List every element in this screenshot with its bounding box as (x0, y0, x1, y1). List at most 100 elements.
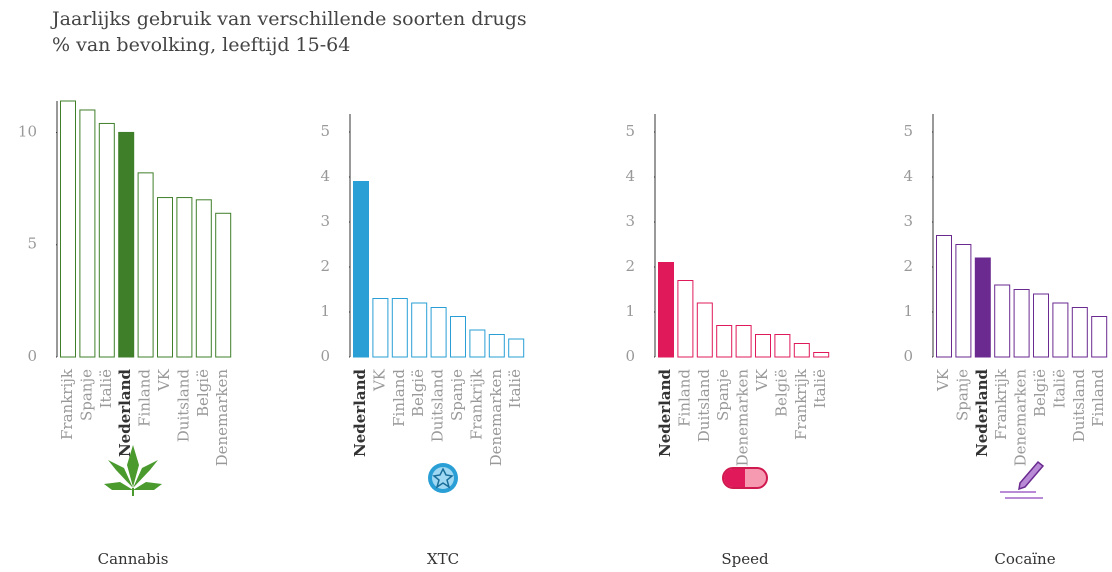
bar (391, 298, 408, 358)
x-tick-label: Denemarken (734, 369, 752, 467)
bar (215, 212, 232, 358)
x-tick-label: VK (934, 368, 952, 392)
bar (469, 329, 486, 358)
y-tick-label: 4 (320, 167, 330, 185)
y-tick-label: 0 (625, 347, 635, 365)
bar (716, 325, 733, 358)
bar (137, 172, 154, 358)
bar (1013, 289, 1030, 358)
y-tick-label: 0 (27, 347, 37, 365)
y-tick-label: 5 (625, 122, 635, 140)
x-tick-label: België (772, 369, 790, 417)
y-tick-label: 5 (27, 235, 37, 253)
bar (1071, 307, 1088, 358)
bar (774, 334, 791, 358)
bar (1091, 316, 1108, 358)
x-tick-label: Denemarken (1012, 369, 1030, 467)
bar (372, 298, 389, 358)
x-tick-label: België (409, 369, 427, 417)
bar (755, 334, 771, 358)
y-tick-label: 2 (903, 257, 913, 275)
x-tick-label: Frankrijk (58, 368, 76, 440)
x-tick-label: België (1031, 369, 1049, 417)
x-tick-label: Nederland (656, 369, 674, 458)
bar (974, 257, 991, 358)
bar (60, 100, 76, 358)
x-tick-label: Finland (1089, 369, 1107, 427)
x-tick-label: Duitsland (429, 369, 447, 443)
x-tick-label: Finland (390, 369, 408, 427)
x-tick-label: Denemarken (213, 369, 231, 467)
y-tick-label: 5 (320, 122, 330, 140)
x-tick-label: Italië (97, 369, 115, 408)
speed-icon (722, 467, 768, 489)
y-tick-label: 0 (320, 347, 330, 365)
bar (696, 302, 713, 358)
x-tick-label: Nederland (973, 369, 991, 458)
bar (793, 343, 810, 358)
bar (955, 244, 972, 358)
bar (813, 352, 830, 358)
x-tick-label: Frankrijk (467, 368, 485, 440)
icon-label: Cocaïne (994, 550, 1055, 568)
y-tick-label: 1 (320, 302, 330, 320)
bar (411, 302, 428, 358)
bar (430, 307, 447, 358)
x-tick-label: Spanje (953, 369, 971, 421)
y-tick-label: 3 (903, 212, 913, 230)
icon-label: Speed (721, 550, 769, 568)
x-tick-label: Spanje (448, 369, 466, 421)
x-tick-label: VK (753, 368, 771, 392)
x-tick-label: Finland (136, 369, 154, 427)
x-tick-label: Duitsland (695, 369, 713, 443)
x-tick-label: Spanje (714, 369, 732, 421)
y-tick-label: 2 (320, 257, 330, 275)
x-tick-label: Italië (506, 369, 524, 408)
y-tick-label: 0 (903, 347, 913, 365)
bar (508, 338, 525, 358)
y-tick-label: 3 (625, 212, 635, 230)
x-tick-label: Nederland (351, 369, 369, 458)
bar (450, 316, 466, 358)
bar (98, 122, 115, 358)
xtc-icon (428, 463, 458, 493)
bar (118, 131, 135, 358)
icon-label: XTC (427, 550, 459, 568)
bar (936, 235, 952, 358)
x-tick-label: Spanje (77, 369, 95, 421)
x-tick-label: Frankrijk (792, 368, 810, 440)
y-tick-label: 10 (18, 122, 37, 140)
x-tick-label: Italië (811, 369, 829, 408)
bar (176, 197, 193, 358)
x-tick-label: Duitsland (1070, 369, 1088, 443)
bar (735, 325, 752, 358)
chart-title: Jaarlijks gebruik van verschillende soor… (50, 8, 527, 30)
y-tick-label: 1 (903, 302, 913, 320)
x-tick-label: Duitsland (174, 369, 192, 443)
bar (157, 197, 173, 358)
y-tick-label: 5 (903, 122, 913, 140)
icon-label: Cannabis (98, 550, 169, 568)
chart-subtitle: % van bevolking, leeftijd 15-64 (52, 34, 350, 56)
bar (994, 284, 1011, 358)
y-tick-label: 4 (903, 167, 913, 185)
x-tick-label: Finland (675, 369, 693, 427)
bar (195, 199, 212, 358)
bar (353, 181, 369, 358)
y-tick-label: 4 (625, 167, 635, 185)
bar (488, 334, 505, 358)
bar (1033, 293, 1049, 358)
cannabis-icon (104, 445, 162, 496)
x-tick-label: VK (155, 368, 173, 392)
y-tick-label: 2 (625, 257, 635, 275)
bar (79, 109, 96, 358)
y-tick-label: 3 (320, 212, 330, 230)
x-tick-label: Italië (1050, 369, 1068, 408)
x-tick-label: Frankrijk (992, 368, 1010, 440)
y-tick-label: 1 (625, 302, 635, 320)
x-tick-label: België (194, 369, 212, 417)
x-tick-label: Nederland (116, 369, 134, 458)
x-tick-label: Denemarken (487, 369, 505, 467)
bar (677, 280, 694, 358)
